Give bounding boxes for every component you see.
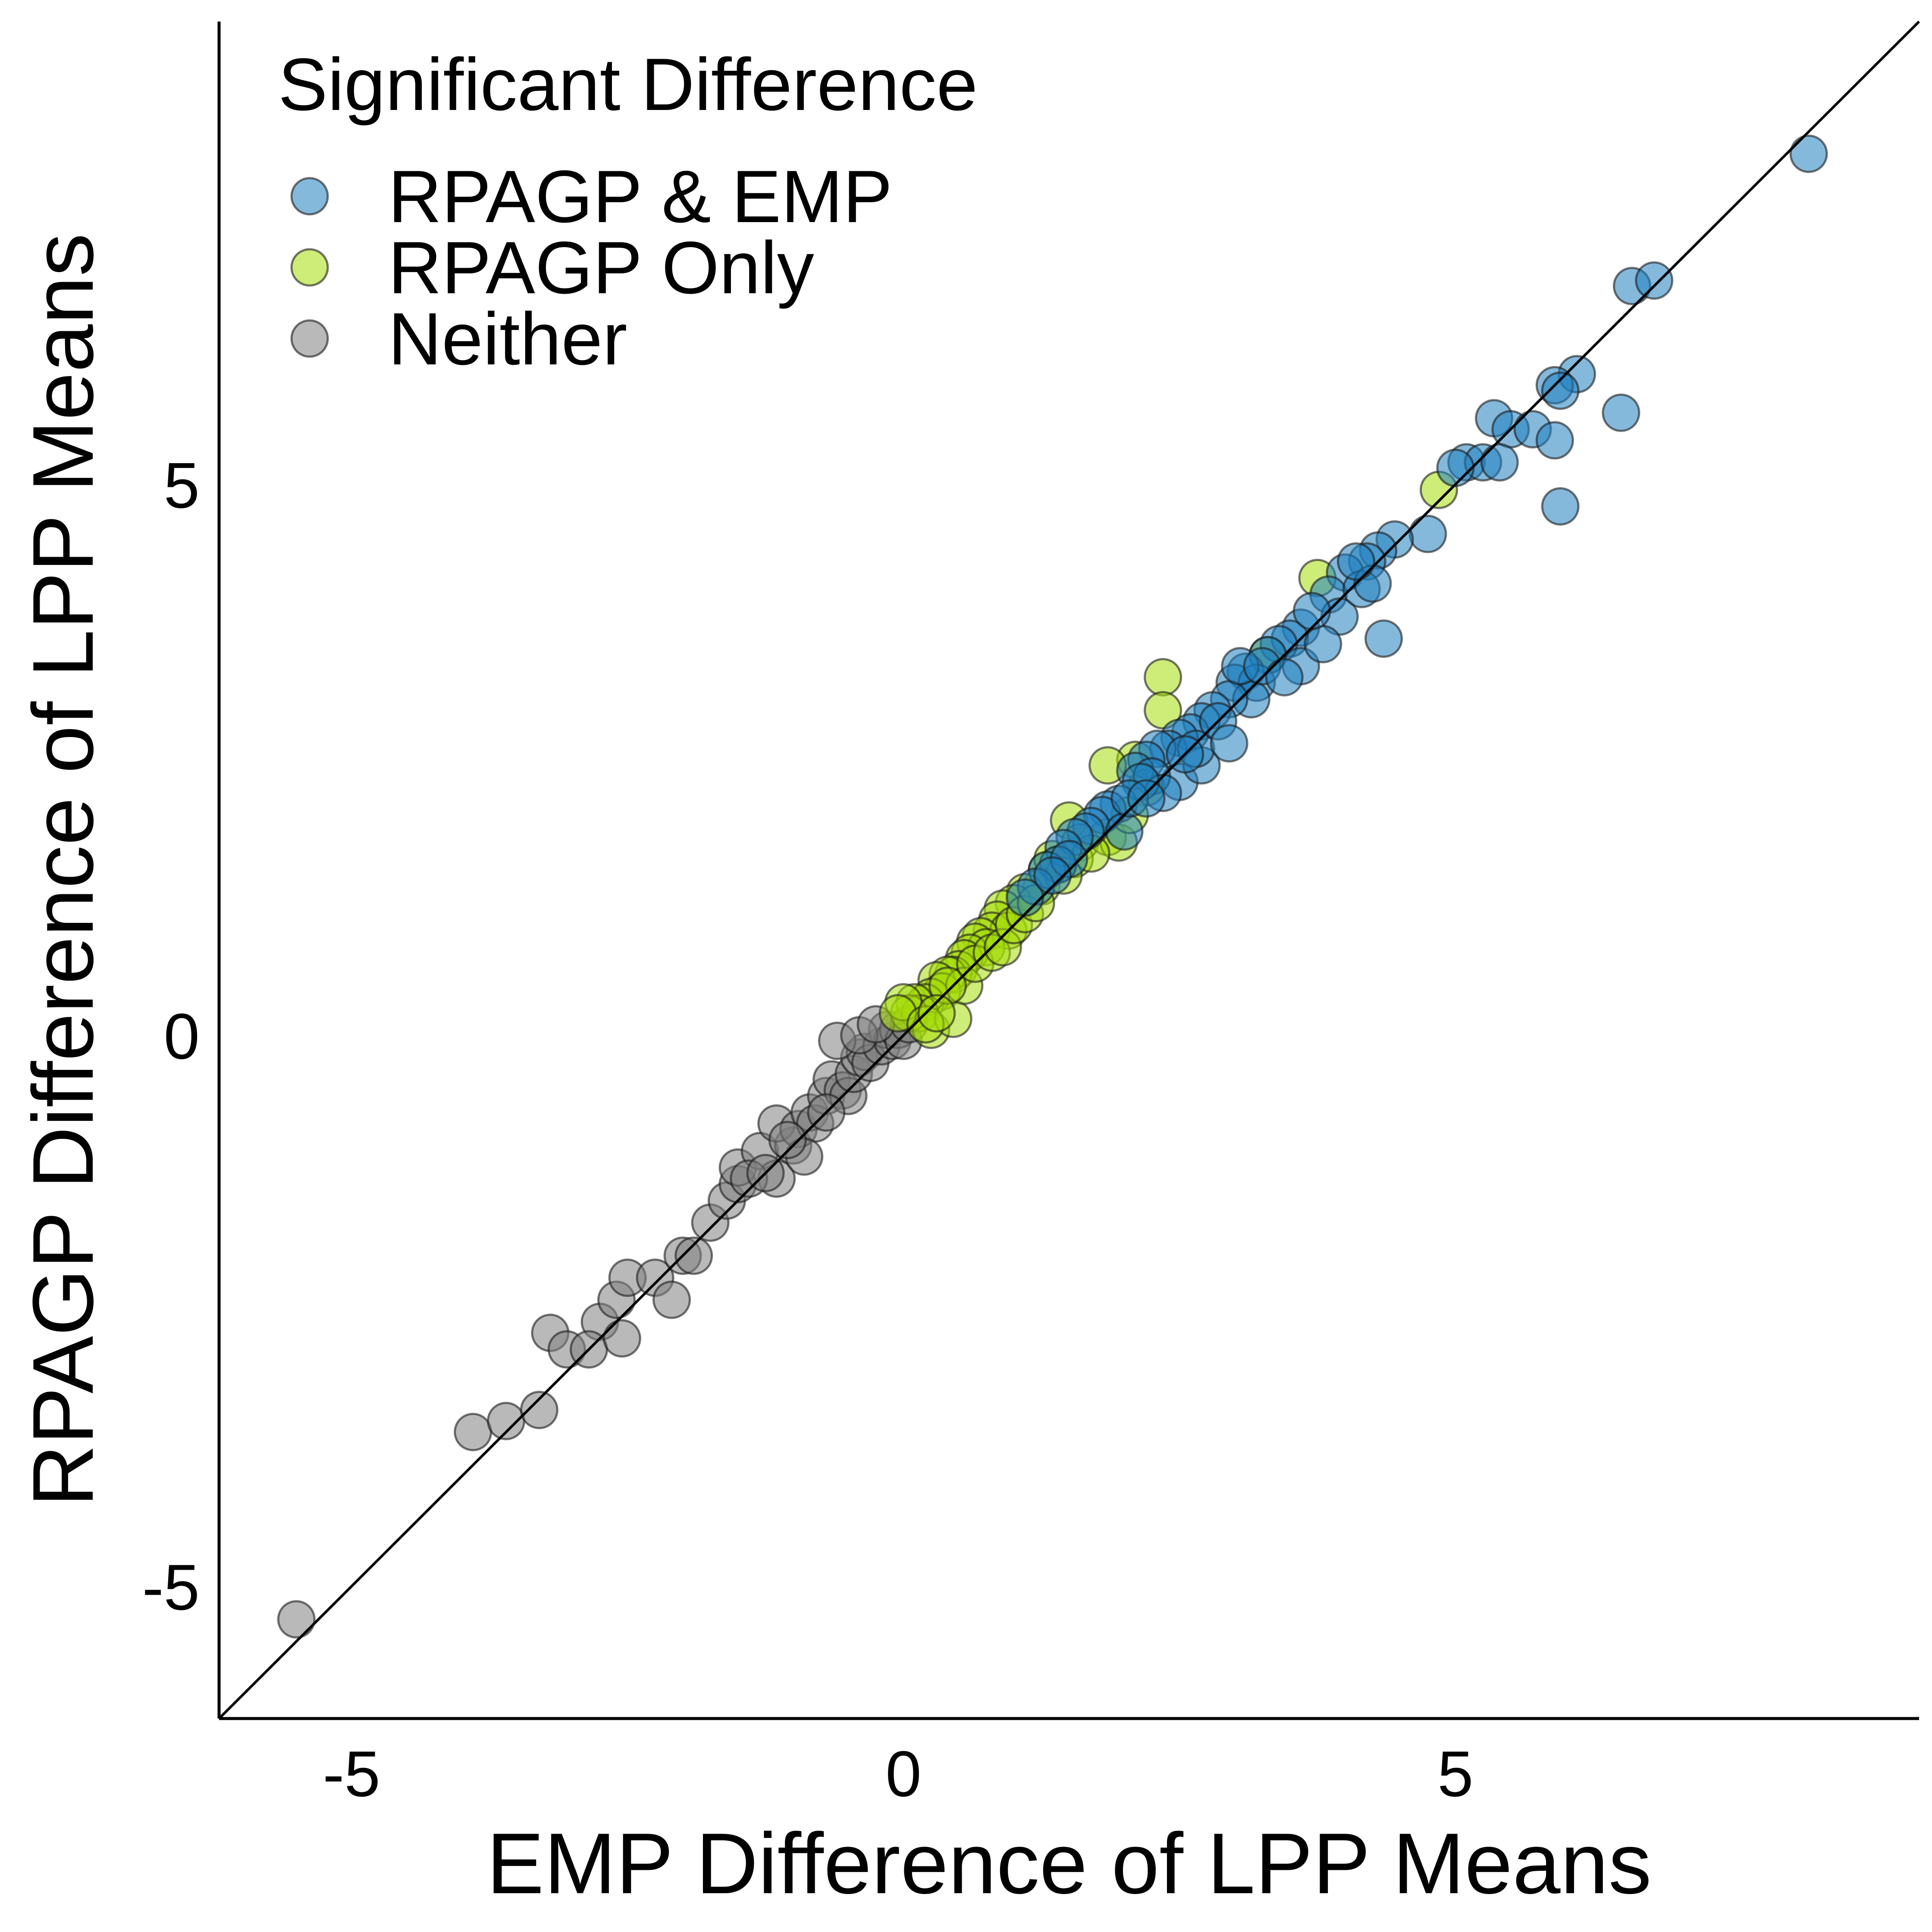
x-tick-label: 0	[885, 1738, 921, 1810]
data-point	[1292, 592, 1331, 630]
data-point	[1602, 393, 1640, 432]
y-tick-label: 5	[164, 449, 200, 521]
data-point	[520, 1391, 558, 1430]
legend-swatch	[290, 177, 329, 216]
x-axis-title: EMP Difference of LPP Means	[486, 1816, 1651, 1912]
identity-reference-line	[218, 20, 1920, 1720]
data-point	[1265, 658, 1304, 696]
y-axis-title: RPAGP Difference of LPP Means	[15, 233, 111, 1507]
data-point	[1541, 487, 1580, 526]
data-point	[917, 994, 956, 1033]
series-2	[277, 1005, 928, 1639]
y-tick-label: 0	[164, 1000, 200, 1073]
data-point	[1337, 542, 1376, 581]
data-point	[652, 1280, 691, 1319]
data-point	[1635, 261, 1674, 300]
data-point	[1364, 619, 1403, 658]
legend-label: RPAGP & EMP	[388, 155, 892, 238]
series-0	[1006, 135, 1828, 917]
x-tick-label: 5	[1437, 1738, 1473, 1810]
data-point	[1535, 421, 1574, 460]
legend-label: RPAGP Only	[388, 226, 814, 309]
data-point	[768, 1121, 807, 1160]
points-layer	[277, 135, 1828, 1639]
data-point	[1033, 856, 1072, 895]
data-point	[1436, 448, 1475, 487]
data-point	[1541, 371, 1580, 410]
data-point	[454, 1413, 492, 1452]
x-axis-ticks: -5 0 5	[323, 1738, 1473, 1810]
x-tick-label: -5	[323, 1738, 380, 1810]
data-point	[1127, 779, 1166, 818]
data-point	[277, 1600, 316, 1639]
data-point	[1408, 514, 1447, 553]
data-point	[1304, 625, 1342, 664]
legend-swatch	[290, 319, 329, 358]
data-point	[1480, 443, 1519, 482]
legend-swatch	[290, 248, 329, 287]
y-axis-ticks: -5 0 5	[142, 449, 200, 1623]
legend: Significant Difference RPAGP & EMPRPAGP …	[278, 43, 978, 380]
data-point	[1789, 135, 1828, 173]
axes: -5 0 5 -5 0 5 EMP Difference of LPP Means RP…	[15, 22, 1919, 1912]
data-point	[1144, 658, 1182, 696]
legend-title: Significant Difference	[278, 43, 978, 126]
data-point	[1105, 812, 1144, 851]
data-point	[1210, 724, 1248, 763]
data-point	[674, 1236, 713, 1275]
y-tick-label: -5	[142, 1551, 200, 1623]
legend-label: Neither	[388, 298, 627, 380]
data-point	[602, 1319, 641, 1358]
